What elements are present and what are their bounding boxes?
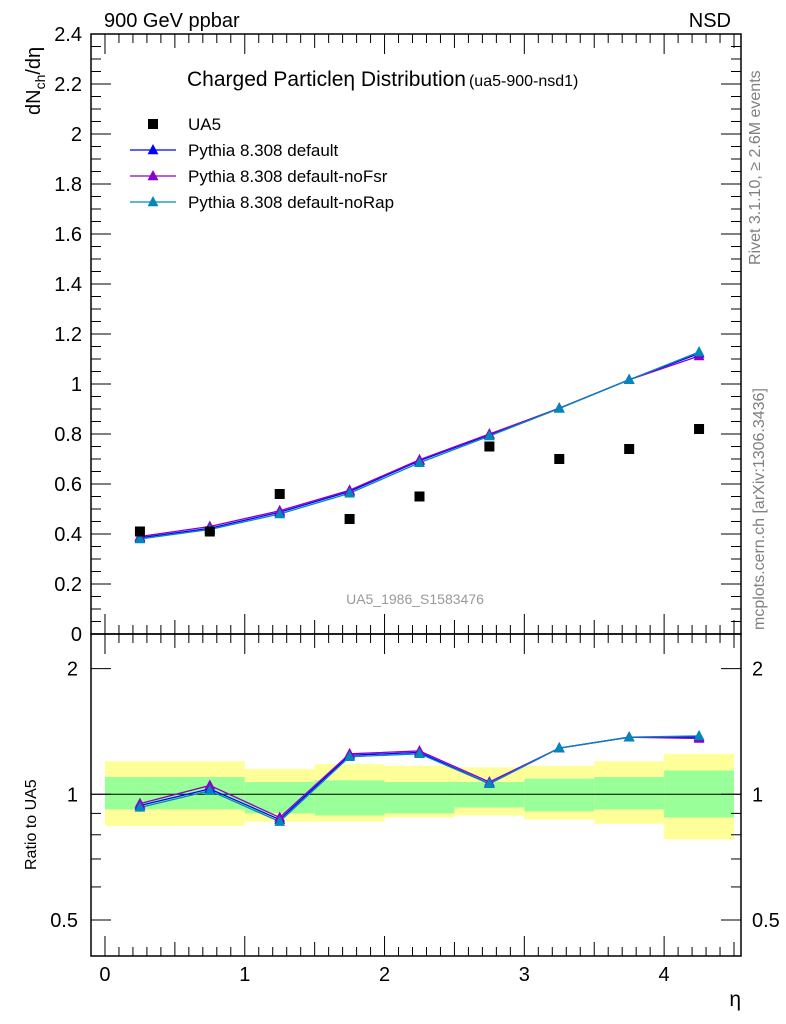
- ratio-y-tick-label-right: 1: [752, 784, 763, 806]
- y-tick-label: 2.2: [54, 74, 82, 96]
- axis-ticks: 0 1 2 3 4 0 0.2 0.4 0.6 0.8 1 1.2 1.4 1.6 1.8 2 2.2 2.4 0.…: [50, 24, 780, 986]
- side-text-mcplots: mcplots.cern.ch [arXiv:1306.3436]: [751, 388, 768, 630]
- ratio-band-green: [104, 777, 245, 810]
- x-tick-label: 0: [99, 964, 110, 986]
- ylabel-main: dN: [23, 89, 45, 115]
- mc-point: [483, 430, 495, 441]
- watermark-analysis-id: UA5_1986_S1583476: [346, 591, 484, 607]
- chart-title: Charged Particleη Distribution (ua5-900-n…: [187, 68, 578, 91]
- ratio-y-tick-label: 0.5: [50, 910, 78, 932]
- mc-point: [553, 402, 565, 413]
- y-tick-label: 1: [71, 374, 82, 396]
- y-tick-label: 1.6: [54, 224, 82, 246]
- x-tick-label: 2: [379, 964, 390, 986]
- data-point: [274, 489, 285, 499]
- ratio-band-green: [594, 777, 665, 810]
- y-tick-label: 2: [71, 124, 82, 146]
- ylabel-tail: /dη: [23, 47, 45, 75]
- ratio-point: [553, 742, 565, 753]
- ratio-point: [623, 731, 635, 742]
- data-point: [134, 526, 145, 537]
- mc-line: [139, 351, 700, 540]
- y-tick-label: 0: [71, 624, 82, 646]
- x-tick-label: 1: [239, 964, 250, 986]
- legend-marker-data: [148, 119, 158, 129]
- ratio-point: [204, 784, 216, 795]
- ratio-y-tick-label: 2: [67, 659, 78, 681]
- mc-line: [139, 352, 700, 539]
- chart-title-main: Charged Particleη Distribution: [187, 68, 466, 91]
- ratio-bands: [91, 753, 741, 840]
- legend-marker: [147, 196, 159, 207]
- data-point: [554, 454, 565, 464]
- y-tick-label: 0.4: [54, 524, 82, 546]
- chart-subtitle: (ua5-900-nsd1): [469, 73, 578, 90]
- ratio-point: [134, 801, 146, 812]
- ratio-y-tick-label: 1: [67, 784, 78, 806]
- mc-line: [139, 355, 700, 538]
- side-text-rivet: Rivet 3.1.10, ≥ 2.6M events: [747, 70, 764, 265]
- x-tick-label: 4: [659, 964, 670, 986]
- mc-point: [134, 533, 146, 544]
- legend-label: Pythia 8.308 default-noRap: [188, 193, 394, 212]
- legend-marker: [147, 144, 159, 155]
- data-point: [344, 514, 355, 524]
- ratio-y-tick-label-right: 2: [752, 659, 763, 681]
- header-right: NSD: [689, 10, 731, 32]
- x-tick-label: 3: [519, 964, 530, 986]
- ratio-y-tick-label-right: 0.5: [752, 910, 780, 932]
- x-axis-label: η: [729, 988, 741, 1011]
- ylabel-sub: ch: [32, 75, 48, 90]
- ratio-point: [414, 747, 425, 759]
- data-point: [204, 526, 215, 537]
- ratio-band-green: [524, 778, 595, 812]
- legend-label: Pythia 8.308 default: [188, 141, 339, 160]
- y-tick-label: 1.2: [54, 324, 82, 346]
- mc-point: [623, 373, 635, 384]
- ratio-band-green: [384, 782, 455, 814]
- ratio-point: [693, 729, 705, 741]
- series-layer: [134, 346, 705, 826]
- legend-marker: [147, 170, 159, 181]
- y-tick-label: 1.4: [54, 274, 82, 296]
- ratio-frame: [90, 633, 742, 957]
- mc-point: [693, 346, 705, 357]
- ratio-point: [483, 777, 495, 788]
- mc-point: [274, 508, 286, 519]
- y-tick-label: 2.4: [54, 24, 82, 46]
- y-axis-label-main: dNch/dη: [23, 47, 48, 115]
- y-tick-label: 0.8: [54, 424, 82, 446]
- y-axis-label-ratio: Ratio to UA5: [23, 779, 40, 870]
- data-point: [694, 424, 705, 434]
- y-tick-label: 0.6: [54, 474, 82, 496]
- ratio-point: [274, 815, 286, 826]
- data-point: [624, 444, 635, 454]
- legend-label: Pythia 8.308 default-noFsr: [188, 167, 388, 186]
- y-tick-label: 1.8: [54, 174, 82, 196]
- y-tick-label: 0.2: [54, 574, 82, 596]
- header-left: 900 GeV ppbar: [104, 10, 240, 32]
- mc-point: [414, 456, 425, 467]
- ratio-point: [344, 750, 356, 761]
- mc-point: [344, 487, 356, 498]
- data-point: [484, 441, 495, 452]
- ratio-point: [204, 779, 216, 790]
- legend: UA5 Pythia 8.308 default Pythia 8.308 defa…: [130, 115, 394, 212]
- legend-label-data: UA5: [188, 115, 221, 134]
- data-point: [414, 491, 425, 502]
- ratio-band-green: [314, 780, 385, 816]
